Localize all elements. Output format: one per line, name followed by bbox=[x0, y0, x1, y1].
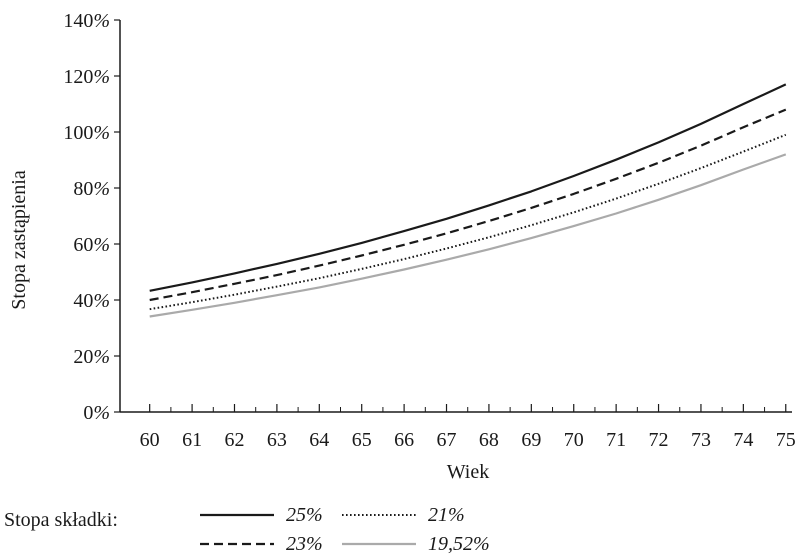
x-tick-label: 66 bbox=[394, 429, 414, 451]
legend-swatch bbox=[342, 514, 416, 516]
x-tick-label: 62 bbox=[224, 429, 244, 451]
x-tick-label: 68 bbox=[479, 429, 499, 451]
x-tick-label: 64 bbox=[309, 429, 329, 451]
legend-swatch bbox=[342, 542, 416, 546]
x-tick-label: 73 bbox=[691, 429, 711, 451]
legend-item: 19,52% bbox=[340, 532, 490, 556]
legend-label: 21% bbox=[428, 503, 465, 526]
x-tick-label: 74 bbox=[733, 429, 753, 451]
series-lines bbox=[149, 83, 787, 318]
y-axis-title: Stopa zastąpienia bbox=[8, 170, 30, 310]
y-tick-label: 100% bbox=[63, 122, 110, 144]
legend-title: Stopa składki: bbox=[4, 509, 118, 531]
y-tick-label: 20% bbox=[73, 346, 110, 368]
y-tick-label: 60% bbox=[73, 234, 110, 256]
x-tick-label: 67 bbox=[437, 429, 457, 451]
y-tick-label: 120% bbox=[63, 66, 110, 88]
legend: Stopa składki: 25% 23% 21% 19,52% bbox=[0, 500, 807, 557]
legend-item: 25% bbox=[198, 503, 323, 527]
series-line-1 bbox=[149, 83, 787, 292]
legend-swatch bbox=[200, 542, 274, 546]
tick-labels: 0% 20% 40% 60% 80% 100% 120% 140% 60 61 62 63 64 65 66… bbox=[63, 10, 795, 451]
axes bbox=[114, 19, 792, 413]
legend-label: 23% bbox=[286, 532, 323, 555]
x-tick-label: 75 bbox=[776, 429, 796, 451]
x-tick-label: 60 bbox=[140, 429, 160, 451]
y-tick-label: 140% bbox=[63, 10, 110, 32]
y-tick-label: 80% bbox=[73, 178, 110, 200]
legend-item: 21% bbox=[340, 503, 465, 527]
x-tick-label: 72 bbox=[649, 429, 669, 451]
x-axis-title: Wiek bbox=[447, 461, 490, 483]
x-tick-label: 70 bbox=[564, 429, 584, 451]
legend-label: 25% bbox=[286, 503, 323, 526]
x-tick-label: 69 bbox=[521, 429, 541, 451]
y-tick-label: 40% bbox=[73, 290, 110, 312]
x-tick-label: 71 bbox=[606, 429, 626, 451]
y-tick-label: 0% bbox=[83, 402, 110, 424]
series-line-3 bbox=[149, 133, 787, 311]
x-tick-label: 65 bbox=[352, 429, 372, 451]
x-tick-label: 63 bbox=[267, 429, 287, 451]
series-line-2 bbox=[149, 108, 787, 302]
series-line-4 bbox=[149, 153, 787, 318]
legend-label: 19,52% bbox=[428, 532, 490, 555]
legend-swatch bbox=[200, 513, 274, 517]
legend-item: 23% bbox=[198, 532, 323, 556]
x-tick-label: 61 bbox=[182, 429, 202, 451]
replacement-rate-chart: 0% 20% 40% 60% 80% 100% 120% 140% 60 61 62 63 64 65 66… bbox=[8, 10, 796, 483]
